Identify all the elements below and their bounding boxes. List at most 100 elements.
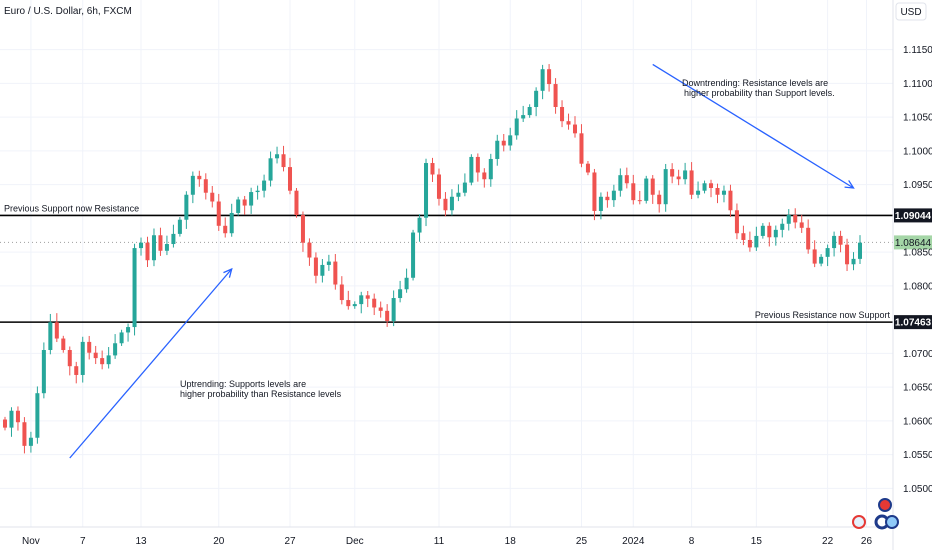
candle-body bbox=[28, 437, 33, 446]
candle bbox=[41, 342, 46, 399]
candle-body bbox=[631, 183, 636, 201]
candle bbox=[709, 179, 714, 198]
y-tick-label: 1.06000 bbox=[903, 416, 932, 427]
candle-body bbox=[372, 298, 377, 308]
candle-body bbox=[553, 84, 558, 107]
candle bbox=[313, 252, 318, 284]
candle bbox=[139, 237, 144, 256]
candle-body bbox=[806, 227, 811, 250]
candle-body bbox=[721, 190, 726, 195]
candle-body bbox=[190, 175, 195, 195]
candle-body bbox=[560, 107, 565, 122]
candle bbox=[676, 169, 681, 186]
candle-body bbox=[676, 176, 681, 180]
candle-body bbox=[462, 182, 467, 193]
candle bbox=[624, 167, 629, 189]
candle bbox=[398, 280, 403, 303]
candle bbox=[197, 170, 202, 187]
currency-button[interactable]: USD bbox=[895, 2, 927, 21]
x-tick-label: 11 bbox=[434, 536, 445, 547]
candle bbox=[145, 236, 150, 267]
y-tick-label: 1.11000 bbox=[903, 79, 932, 90]
candle-body bbox=[378, 307, 383, 311]
candle-body bbox=[197, 175, 202, 180]
candle-body bbox=[566, 121, 571, 125]
candle-body bbox=[521, 115, 526, 119]
candle-body bbox=[482, 172, 487, 180]
candle-body bbox=[527, 107, 532, 116]
candle-body bbox=[845, 244, 850, 265]
candle-body bbox=[585, 163, 590, 173]
candle bbox=[799, 214, 804, 233]
candle bbox=[475, 153, 480, 182]
candles bbox=[2, 64, 863, 454]
candle-body bbox=[385, 310, 390, 321]
candle bbox=[585, 161, 590, 176]
candle-body bbox=[696, 190, 701, 195]
candle-body bbox=[307, 242, 312, 258]
candle bbox=[495, 134, 500, 166]
candle-body bbox=[443, 198, 448, 211]
candle bbox=[715, 183, 720, 204]
candle bbox=[203, 173, 208, 200]
candle bbox=[605, 191, 610, 208]
candle-body bbox=[495, 140, 500, 159]
candle-body bbox=[838, 235, 843, 245]
level-annotation: Previous Resistance now Support bbox=[755, 310, 891, 320]
candle-body bbox=[747, 239, 752, 248]
candle-body bbox=[54, 322, 59, 339]
candle-body bbox=[164, 244, 169, 251]
x-tick-label: 18 bbox=[505, 536, 517, 547]
candle-body bbox=[294, 190, 299, 215]
candle bbox=[832, 231, 837, 257]
candle bbox=[352, 301, 357, 309]
candle-body bbox=[501, 140, 506, 146]
chart-title: Euro / U.S. Dollar, 6h, FXCM bbox=[4, 6, 132, 17]
candle bbox=[372, 293, 377, 316]
candle-body bbox=[145, 242, 150, 261]
x-tick-label: 20 bbox=[213, 536, 225, 547]
candle bbox=[838, 230, 843, 253]
candle bbox=[48, 313, 53, 355]
candle bbox=[598, 192, 603, 220]
candle-body bbox=[391, 298, 396, 321]
candle-body bbox=[216, 201, 221, 226]
candle-body bbox=[592, 172, 597, 211]
candle-body bbox=[637, 200, 642, 202]
currency-button-label[interactable]: USD bbox=[900, 7, 921, 18]
candle bbox=[126, 323, 131, 342]
candle bbox=[572, 116, 578, 138]
y-tick-label: 1.10500 bbox=[903, 113, 932, 124]
candle-body bbox=[281, 154, 286, 168]
candle bbox=[689, 162, 694, 200]
flag-icons bbox=[852, 498, 899, 530]
candle-body bbox=[754, 235, 759, 248]
candle bbox=[806, 219, 811, 254]
candle-body bbox=[48, 322, 53, 350]
candle-body bbox=[741, 233, 746, 240]
candle bbox=[696, 181, 701, 199]
y-tick-label: 1.10000 bbox=[903, 146, 932, 157]
y-tick-label: 1.05500 bbox=[903, 450, 932, 461]
candle bbox=[300, 211, 305, 252]
candle bbox=[663, 163, 668, 212]
candle bbox=[326, 254, 331, 271]
candle bbox=[294, 188, 299, 218]
candle-body bbox=[184, 194, 189, 220]
candle-body bbox=[87, 341, 92, 353]
downtrend-annotation-line: higher probability than Support levels. bbox=[684, 88, 835, 98]
candle bbox=[262, 174, 267, 198]
candle bbox=[359, 291, 364, 314]
candle bbox=[501, 134, 506, 152]
candle-body bbox=[825, 248, 830, 257]
candle bbox=[553, 78, 558, 114]
candle bbox=[579, 124, 584, 168]
x-tick-label: 13 bbox=[135, 536, 147, 547]
candle-body bbox=[9, 410, 14, 428]
candle-body bbox=[644, 178, 649, 201]
candle bbox=[793, 208, 798, 229]
candle bbox=[747, 231, 752, 252]
eu-flag-icon bbox=[878, 498, 892, 512]
candle-body bbox=[346, 300, 351, 307]
candle-body bbox=[326, 261, 331, 265]
